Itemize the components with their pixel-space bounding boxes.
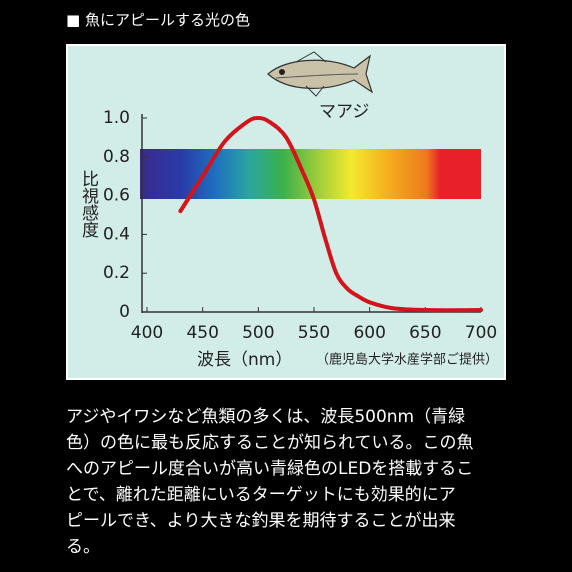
text-line: ピールでき、より大きな釣果を期待することが出来 — [66, 511, 456, 531]
description: アジやイワシなど魚類の多くは、波長500nm（青緑 色）の色に最も反応することが知… — [66, 404, 506, 560]
text-line: る。 — [66, 537, 100, 557]
text-line: アジやイワシなど魚類の多くは、波長500nm（青緑 — [66, 407, 466, 427]
response-curve — [178, 115, 483, 313]
x-tick-label: 700 — [465, 323, 497, 343]
fish-illustration — [267, 51, 374, 97]
y-tick-label: 0.6 — [103, 186, 130, 206]
series-label: マアジ — [319, 102, 369, 122]
y-axis-title: 比視感度 — [78, 170, 99, 238]
y-tick-label: 0 — [119, 302, 130, 322]
text-line: へのアピール度合いが高い青緑色のLEDを搭載するこ — [66, 459, 474, 479]
chart-background — [66, 44, 506, 380]
y-tick-label: 0.2 — [103, 263, 130, 283]
x-tick-label: 400 — [131, 323, 163, 343]
section-title: ■ 魚にアピールする光の色 — [66, 11, 250, 29]
x-axis-title: 波長（nm） — [197, 350, 292, 370]
source-note: （鹿児島大学水産学部ご提供） — [316, 352, 498, 368]
text-line: とで、離れた距離にいるターゲットにも効果的にア — [66, 485, 456, 505]
y-tick-label: 1.0 — [103, 108, 130, 128]
x-tick-label: 500 — [242, 323, 274, 343]
chart: マアジ 比視感度 波長（nm） （鹿児島大学水産学部ご提供） 0 0.2 0.4 0.… — [66, 44, 506, 380]
x-tick-label: 650 — [409, 323, 441, 343]
text-line: 色）の色に最も反応することが知られている。この魚 — [66, 433, 474, 453]
x-tick-label: 450 — [186, 323, 218, 343]
y-tick-label: 0.8 — [103, 147, 130, 167]
x-tick-label: 600 — [353, 323, 385, 343]
x-tick-label: 550 — [298, 323, 330, 343]
y-tick-label: 0.4 — [103, 224, 130, 244]
